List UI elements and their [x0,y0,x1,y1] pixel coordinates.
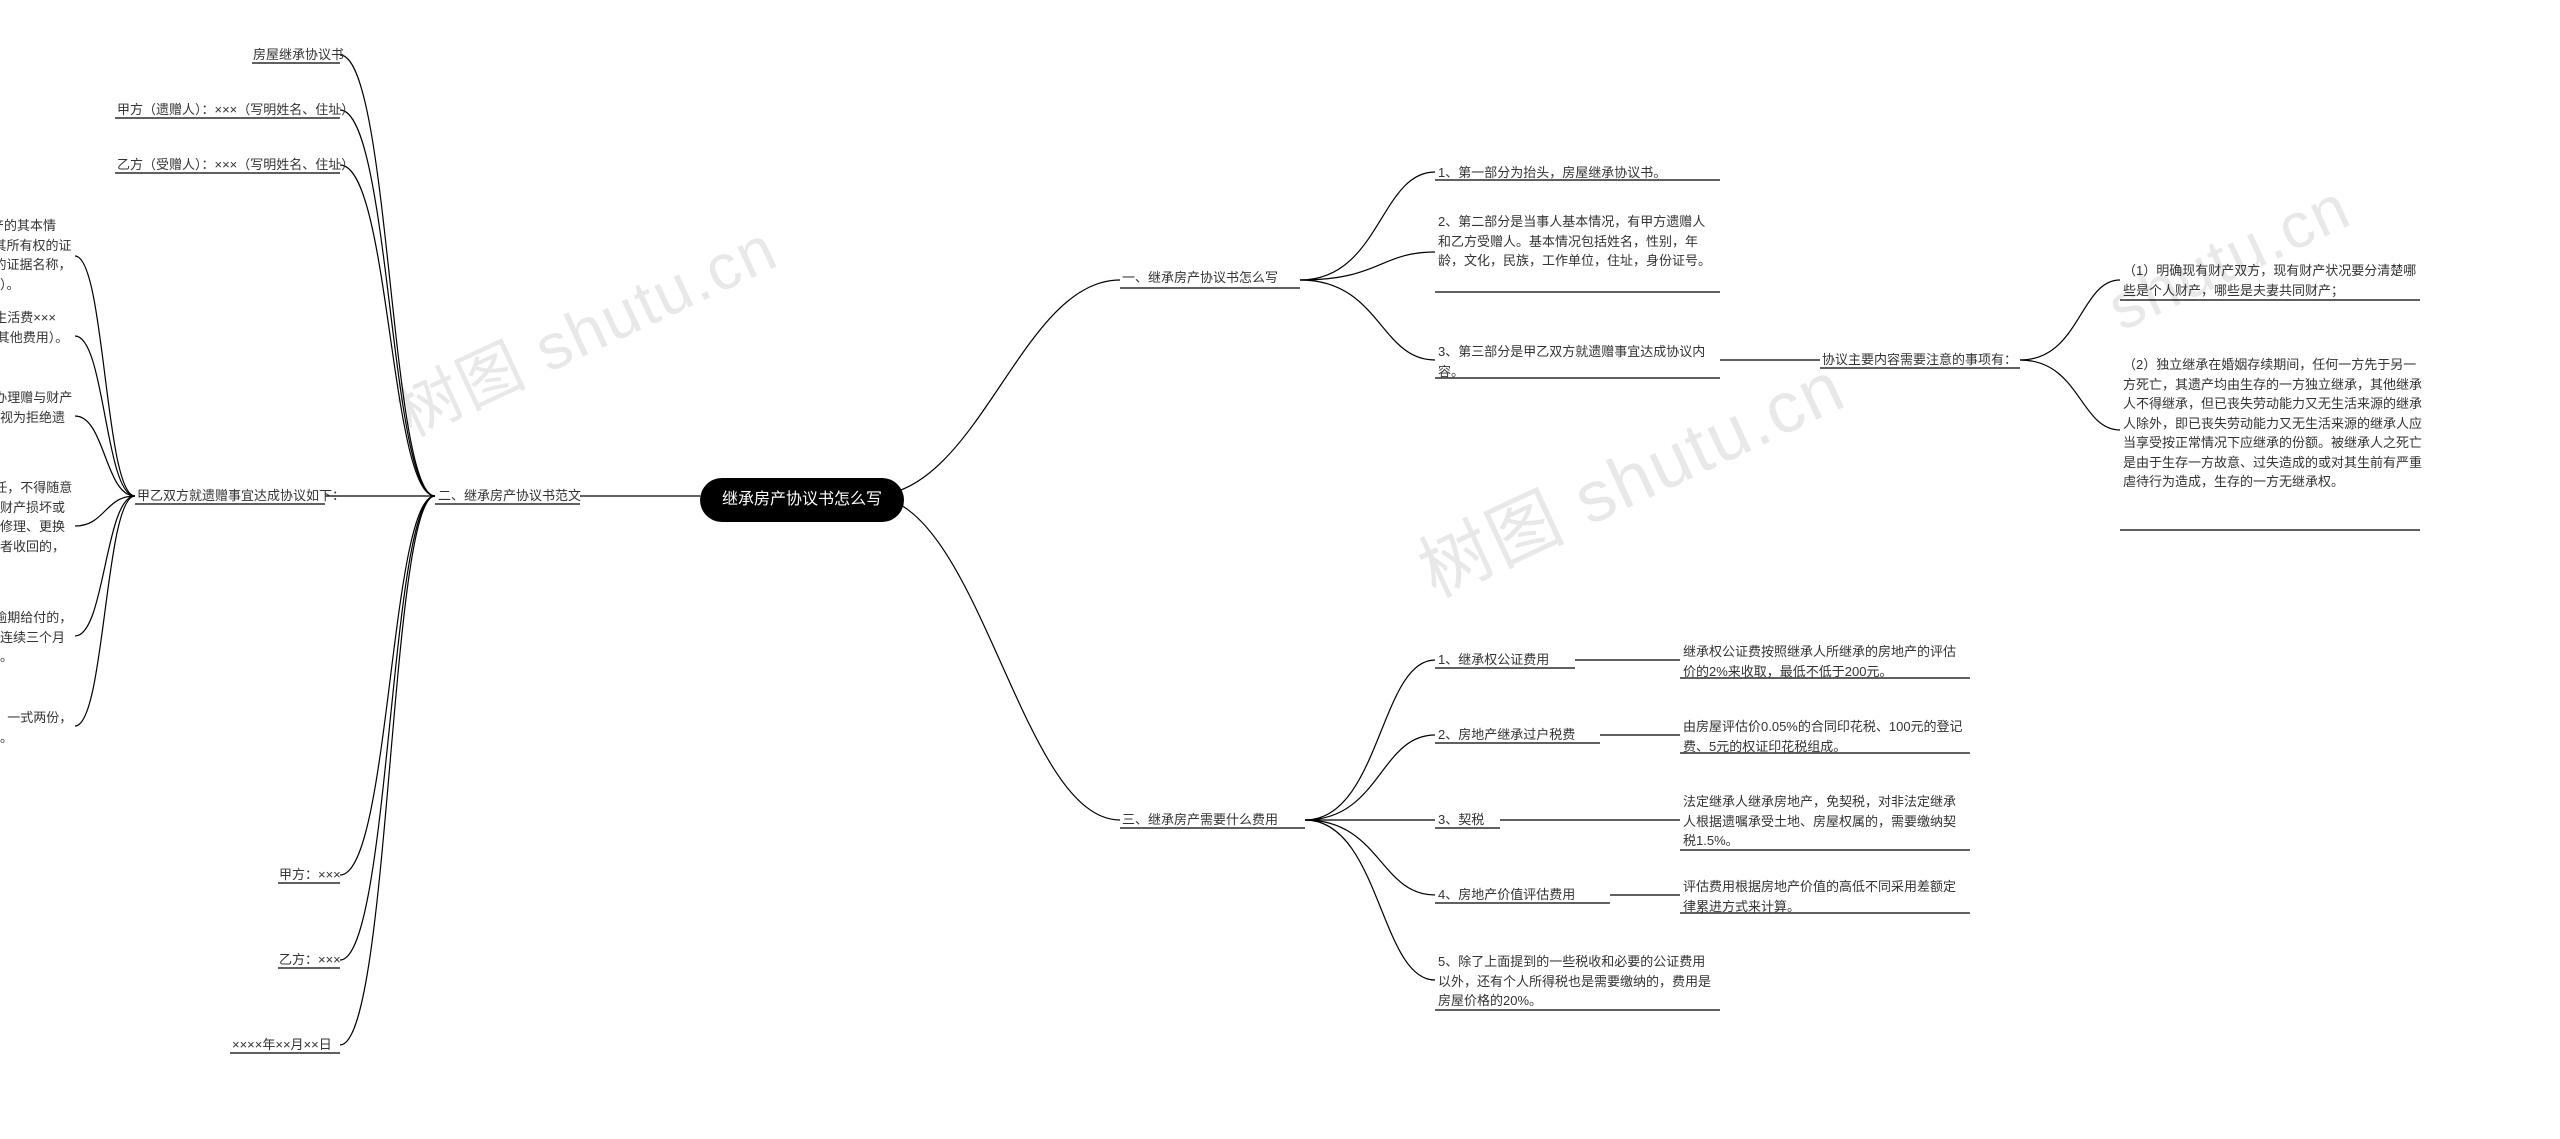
leaf-r2-3: 3、契税 [1438,810,1484,830]
leaf-l-bot1: 甲方：××× [279,865,341,885]
leaf-l-m3: 3、乙方应在甲方去世后三十日内办理赠与财产的所有权转移手续。逾期不办的，视为拒绝… [0,388,75,447]
root-node[interactable]: 继承房产协议书怎么写 [700,478,904,522]
leaf-r2-1d: 继承权公证费按照继承人所继承的房地产的评估价的2%来收取，最低不低于200元。 [1683,642,1963,681]
leaf-r2-5: 5、除了上面提到的一些税收和必要的公证费用以外，还有个人所得税也是需要缴纳的，费… [1438,952,1718,1011]
mindmap-edges [0,0,2560,1139]
leaf-l-mid[interactable]: 甲乙双方就遗赠事宜达成协议如下： [137,486,345,506]
leaf-l-top2: 甲方（遗赠人）：×××（写明姓名、住址） [117,100,354,120]
leaf-l-m4: 4、甲方应负对遗赠财产的维护责任，不得随意处理遗赠的财产。如果甲方故意将财产损坏… [0,478,75,576]
branch-r1-sub[interactable]: 协议主要内容需要注意的事项有： [1822,350,2017,370]
leaf-l-m6: 6、本协议自双方签订之日起生效。一式两份，双方各执一份，具有同等法律效力。 [0,708,75,747]
leaf-r1-3: 3、第三部分是甲乙双方就遗赠事宜达成协议内容。 [1438,342,1718,381]
branch-left1[interactable]: 二、继承房产协议书范文 [438,486,581,506]
leaf-r1-sub1: （1）明确现有财产双方，现有财产状况要分清楚哪些是个人财产，哪些是夫妻共同财产； [2123,261,2423,300]
branch-right2[interactable]: 三、继承房产需要什么费用 [1122,810,1278,830]
leaf-r2-1: 1、继承权公证费用 [1438,650,1549,670]
leaf-r2-2d: 由房屋评估价0.05%的合同印花税、100元的登记费、5元的权证印花税组成。 [1683,717,1963,756]
leaf-r1-1: 1、第一部分为抬头，房屋继承协议书。 [1438,163,1666,183]
leaf-l-bot3: ××××年××月××日 [232,1035,332,1055]
branch-right1[interactable]: 一、继承房产协议书怎么写 [1122,268,1278,288]
leaf-l-top1: 房屋继承协议书 [253,45,344,65]
leaf-r1-2: 2、第二部分是当事人基本情况，有甲方遗赠人和乙方受赠人。基本情况包括姓名，性别，… [1438,212,1718,271]
leaf-r2-4: 4、房地产价值评估费用 [1438,885,1575,905]
leaf-l-m1: 1、甲方所有的×××（写明遗赠财产的其本情况），在甲方死亡后赠送给乙方。其所有权… [0,216,75,294]
leaf-r2-3d: 法定继承人继承房地产，免契税，对非法定继承人根据遗嘱承受土地、房屋权属的，需要缴… [1683,792,1963,851]
leaf-l-m5: 5、乙方应当按时给付甲方费用。逾期给付的，甲方有权要求乙方履行协议。如果连续三个… [0,608,75,667]
leaf-l-m2: 2、乙方应于每月十日前给付甲方生活费×××元，医疗补助费×××元（可以约定其他费… [0,308,75,347]
leaf-r2-4d: 评估费用根据房地产价值的高低不同采用差额定律累进方式来计算。 [1683,877,1963,916]
leaf-r1-sub2: （2）独立继承在婚姻存续期间，任何一方先于另一方死亡，其遗产均由生存的一方独立继… [2123,355,2423,492]
leaf-l-top3: 乙方（受赠人）：×××（写明姓名、住址） [117,155,354,175]
leaf-r2-2: 2、房地产继承过户税费 [1438,725,1575,745]
leaf-l-bot2: 乙方：××× [279,950,341,970]
